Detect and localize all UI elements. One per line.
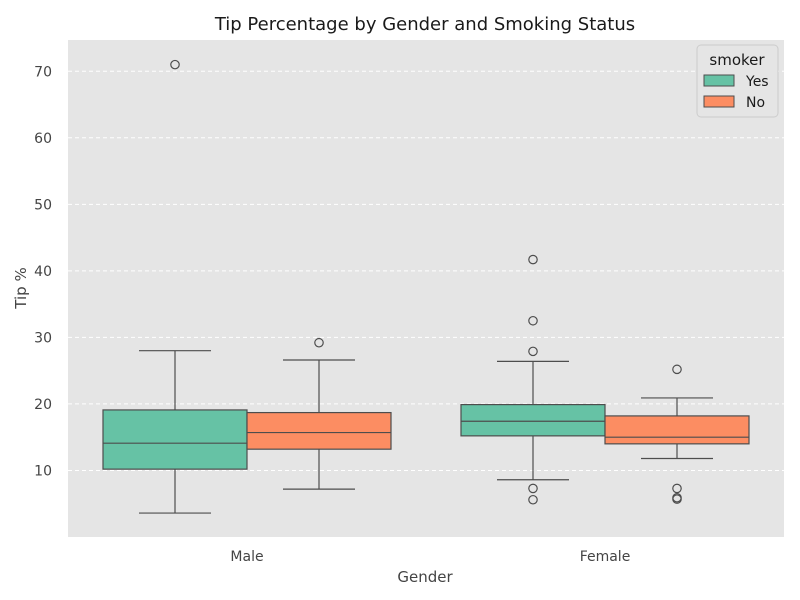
- y-tick-label-20: 20: [34, 397, 52, 413]
- y-tick-labels: 10 20 30 40 50 60 70: [34, 64, 52, 479]
- y-tick-label-60: 60: [34, 131, 52, 147]
- outlier-yes-female-0: [528, 254, 538, 265]
- x-tick-labels: Male Female: [230, 549, 630, 565]
- legend-swatch-yes: [703, 74, 735, 87]
- y-tick-label-30: 30: [34, 330, 52, 346]
- outlier-no-female-1: [672, 483, 682, 494]
- legend: smoker Yes No: [696, 44, 779, 118]
- box-yes-male: [102, 409, 248, 470]
- y-tick-label-10: 10: [34, 463, 52, 479]
- legend-swatch-no: [703, 95, 735, 108]
- outlier-yes-female-2: [528, 346, 538, 357]
- legend-label-yes: Yes: [745, 74, 769, 90]
- y-axis-label: Tip %: [12, 267, 30, 309]
- box-no-male: [246, 411, 392, 450]
- outlier-yes-male-0: [170, 59, 180, 70]
- y-tick-label-50: 50: [34, 197, 52, 213]
- gridlines: [68, 70, 784, 471]
- y-tick-label-70: 70: [34, 64, 52, 80]
- outlier-no-male-0: [314, 337, 324, 348]
- x-tick-label-male: Male: [230, 549, 263, 565]
- outlier-no-female-0: [672, 364, 682, 375]
- x-tick-label-female: Female: [580, 549, 631, 565]
- box-no-female: [604, 415, 750, 445]
- x-axis-label: Gender: [397, 568, 453, 586]
- outlier-yes-female-3: [528, 483, 538, 494]
- outlier-no-female-3: [672, 494, 682, 504]
- outlier-yes-female-1: [528, 315, 538, 326]
- box-yes-female: [460, 403, 606, 437]
- boxes-layer: [102, 59, 750, 514]
- outlier-yes-female-4: [528, 494, 538, 505]
- chart-title: Tip Percentage by Gender and Smoking Sta…: [214, 14, 635, 35]
- y-tick-label-40: 40: [34, 264, 52, 280]
- legend-label-no: No: [746, 95, 765, 111]
- legend-title: smoker: [709, 51, 765, 69]
